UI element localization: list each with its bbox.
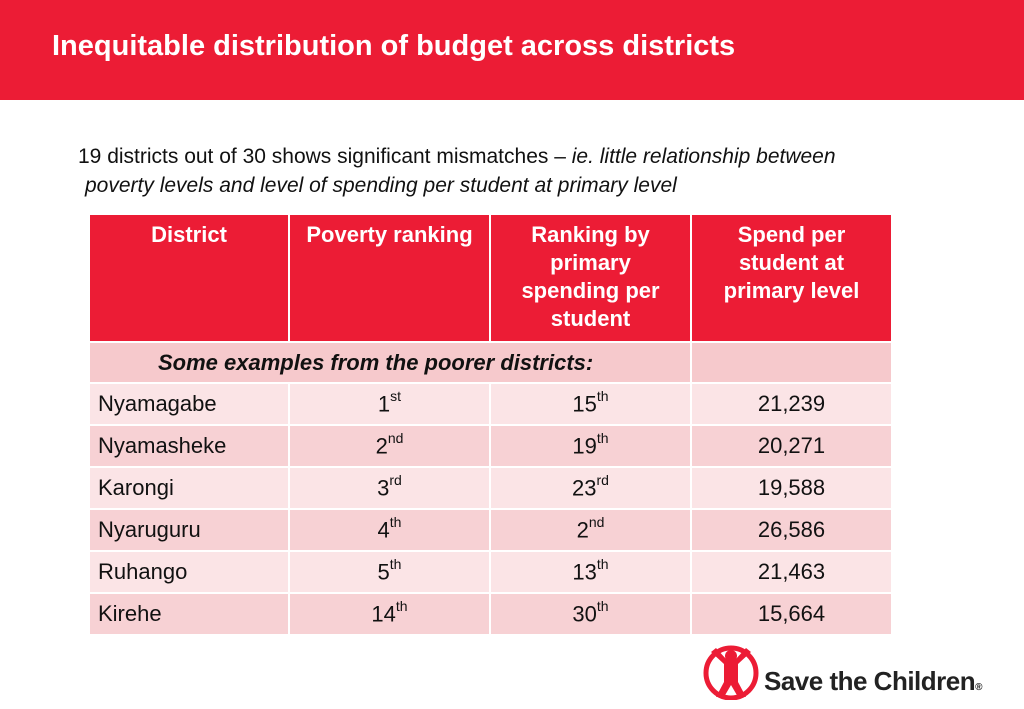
subtitle-normal: 19 districts out of 30 shows significant… <box>78 145 572 168</box>
table-subheader-empty <box>690 341 893 384</box>
cell-spend: 21,239 <box>690 382 893 426</box>
table-header-row: District Poverty ranking Ranking by prim… <box>88 213 893 343</box>
logo-text: Save the Children® <box>764 666 982 696</box>
table-row: Kirehe 14th 30th 15,664 <box>88 592 893 636</box>
cell-poverty-ranking: 3rd <box>288 466 491 510</box>
cell-spending-ranking: 2nd <box>489 508 692 552</box>
cell-poverty-ranking: 5th <box>288 550 491 594</box>
cell-district: Ruhango <box>88 550 290 594</box>
cell-poverty-ranking: 2nd <box>288 424 491 468</box>
cell-spending-ranking: 19th <box>489 424 692 468</box>
cell-spending-ranking: 23rd <box>489 466 692 510</box>
table-row: Nyamagabe 1st 15th 21,239 <box>88 382 893 426</box>
cell-district: Nyamasheke <box>88 424 290 468</box>
save-the-children-icon <box>703 645 759 701</box>
cell-spend: 26,586 <box>690 508 893 552</box>
cell-poverty-ranking: 4th <box>288 508 491 552</box>
table-row: Nyaruguru 4th 2nd 26,586 <box>88 508 893 552</box>
cell-poverty-ranking: 14th <box>288 592 491 636</box>
cell-spend: 19,588 <box>690 466 893 510</box>
table-row: Nyamasheke 2nd 19th 20,271 <box>88 424 893 468</box>
cell-district: Kirehe <box>88 592 290 636</box>
table-row: Ruhango 5th 13th 21,463 <box>88 550 893 594</box>
budget-table: District Poverty ranking Ranking by prim… <box>88 213 893 636</box>
cell-spending-ranking: 13th <box>489 550 692 594</box>
header-poverty-ranking: Poverty ranking <box>288 213 491 343</box>
header-spend-per-student: Spend per student at primary level <box>690 213 893 343</box>
cell-district: Karongi <box>88 466 290 510</box>
cell-spend: 21,463 <box>690 550 893 594</box>
cell-spend: 15,664 <box>690 592 893 636</box>
cell-district: Nyamagabe <box>88 382 290 426</box>
header-spending-ranking: Ranking by primary spending per student <box>489 213 692 343</box>
save-the-children-logo: Save the Children® <box>702 642 1002 701</box>
subtitle: 19 districts out of 30 shows significant… <box>78 142 958 200</box>
subtitle-italic-1: ie. little relationship between <box>571 145 836 168</box>
cell-district: Nyaruguru <box>88 508 290 552</box>
cell-poverty-ranking: 1st <box>288 382 491 426</box>
page-title: Inequitable distribution of budget acros… <box>52 30 736 62</box>
table-subheader: Some examples from the poorer districts: <box>88 341 692 384</box>
cell-spending-ranking: 15th <box>489 382 692 426</box>
table-row: Karongi 3rd 23rd 19,588 <box>88 466 893 510</box>
header-district: District <box>88 213 290 343</box>
cell-spend: 20,271 <box>690 424 893 468</box>
title-banner: Inequitable distribution of budget acros… <box>0 0 1024 100</box>
table-subheader-row: Some examples from the poorer districts: <box>88 341 893 384</box>
subtitle-italic-2: poverty levels and level of spending per… <box>85 174 677 197</box>
cell-spending-ranking: 30th <box>489 592 692 636</box>
